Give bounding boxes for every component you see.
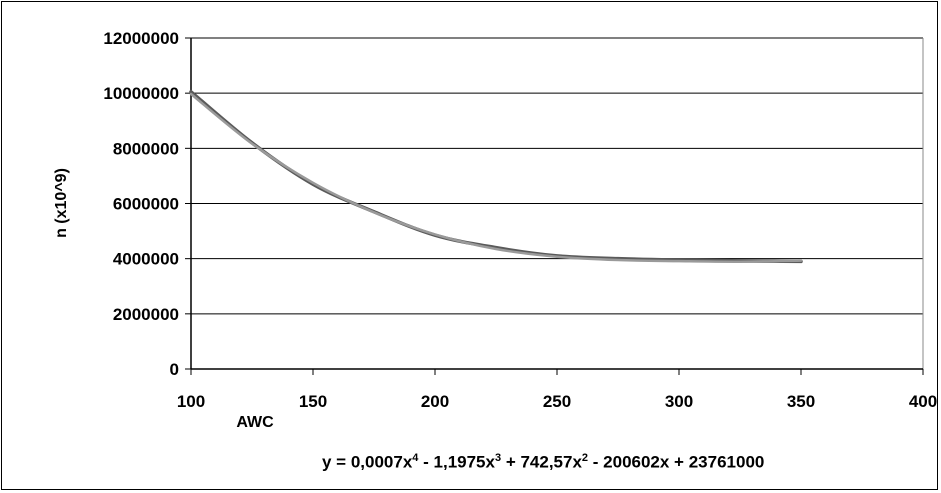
x-axis-label: AWC — [236, 414, 274, 431]
x-tick-label: 400 — [909, 392, 937, 411]
y-tick-label: 0 — [170, 360, 179, 379]
x-tick-label: 350 — [787, 392, 815, 411]
y-tick-label: 2000000 — [113, 305, 179, 324]
y-axis-label: n (x10^9) — [53, 168, 70, 238]
y-tick-label: 4000000 — [113, 250, 179, 269]
x-tick-label: 100 — [177, 392, 205, 411]
equation-power: 2 — [581, 452, 589, 464]
trendline-equation: y = 0,0007x4 - 1,1975x3 + 742,57x2 - 200… — [322, 452, 764, 473]
y-tick-label: 12000000 — [103, 29, 179, 48]
y-tick-label: 10000000 — [103, 84, 179, 103]
equation-part: + 742,57x — [501, 452, 582, 472]
y-tick-labels: 0 2000000 4000000 6000000 8000000 10000000 120… — [103, 29, 179, 379]
x-tick-label: 200 — [421, 392, 449, 411]
equation-power: 3 — [494, 452, 502, 464]
equation-part: - 200602x + 23761000 — [588, 452, 765, 472]
trendline-line — [189, 92, 803, 263]
data-series-line — [189, 90, 803, 264]
y-tick-label: 8000000 — [113, 139, 179, 158]
y-tick-label: 6000000 — [113, 195, 179, 214]
equation-power: 4 — [412, 452, 419, 464]
series-lines — [189, 90, 803, 264]
grid-lines — [191, 37, 923, 315]
equation-part: y = 0,0007x — [322, 452, 413, 472]
x-tick-labels: 100 150 200 250 300 350 400 — [177, 392, 937, 411]
x-tick-label: 300 — [665, 392, 693, 411]
x-tick-label: 150 — [299, 392, 327, 411]
x-tick-label: 250 — [543, 392, 571, 411]
axes — [185, 37, 924, 375]
equation-part: - 1,1975x — [418, 452, 495, 472]
